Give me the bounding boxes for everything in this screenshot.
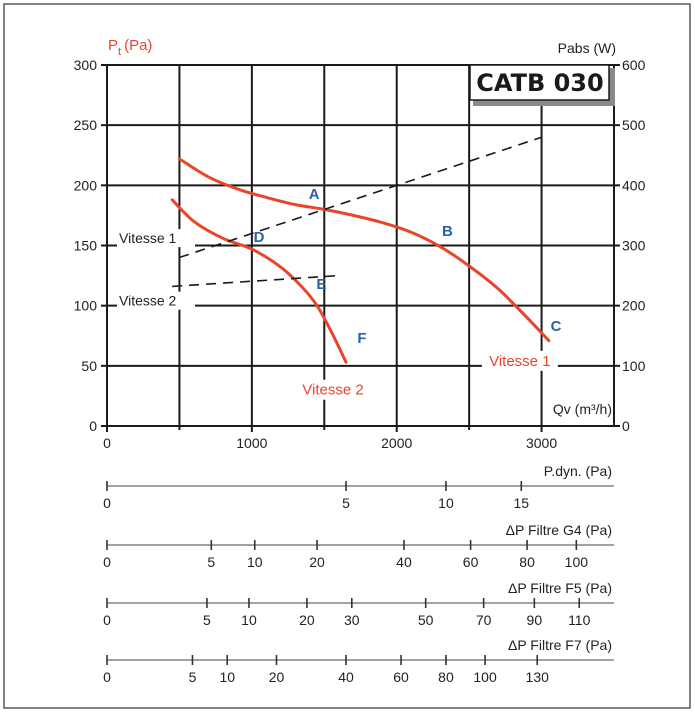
secondary-scale-title: ΔP Filtre F5 (Pa) bbox=[508, 580, 612, 596]
left-tick-label: 200 bbox=[74, 177, 98, 193]
secondary-scale-tick-label: 10 bbox=[438, 495, 454, 511]
x-tick-label: 1000 bbox=[236, 435, 267, 451]
left-tick-label: 0 bbox=[89, 418, 97, 434]
point-label: A bbox=[309, 186, 320, 203]
secondary-scale-title: ΔP Filtre G4 (Pa) bbox=[506, 522, 612, 538]
x-tick-label: 0 bbox=[103, 435, 111, 451]
secondary-scale-tick-label: 80 bbox=[519, 554, 535, 570]
curve-label-bg bbox=[481, 350, 558, 371]
curve-label: Vitesse 1 bbox=[489, 353, 550, 370]
secondary-scale-tick-label: 60 bbox=[393, 669, 409, 685]
secondary-scale-tick-label: 130 bbox=[526, 669, 550, 685]
outer-frame bbox=[3, 3, 691, 709]
curve-label: Vitesse 2 bbox=[302, 382, 363, 399]
right-tick-label: 300 bbox=[622, 238, 646, 254]
secondary-scale-tick-label: 90 bbox=[527, 612, 543, 628]
point-label: F bbox=[357, 330, 366, 347]
secondary-scale-tick-label: 5 bbox=[203, 612, 211, 628]
secondary-scale-tick-label: 5 bbox=[342, 495, 350, 511]
secondary-scale-tick-label: 0 bbox=[103, 554, 111, 570]
right-tick-label: 200 bbox=[622, 298, 646, 314]
secondary-scale-tick-label: 15 bbox=[514, 495, 530, 511]
point-label: E bbox=[316, 276, 326, 293]
x-tick-label: 2000 bbox=[381, 435, 412, 451]
left-label-bg bbox=[117, 291, 195, 310]
secondary-scale-tick-label: 10 bbox=[219, 669, 235, 685]
left-tick-label: 100 bbox=[74, 298, 98, 314]
title-badge: CATB 030 bbox=[469, 64, 615, 106]
secondary-scale-tick-label: 10 bbox=[241, 612, 257, 628]
x-axis-title: Qv (m³/h) bbox=[553, 401, 612, 417]
secondary-scale-tick-label: 0 bbox=[103, 669, 111, 685]
secondary-scale-tick-label: 5 bbox=[207, 554, 215, 570]
secondary-scale-tick-label: 0 bbox=[103, 612, 111, 628]
right-tick-label: 100 bbox=[622, 358, 646, 374]
secondary-scale-tick-label: 100 bbox=[473, 669, 497, 685]
point-label: D bbox=[254, 229, 265, 246]
right-tick-label: 600 bbox=[622, 57, 646, 73]
left-label-bg bbox=[117, 229, 195, 248]
secondary-scale-tick-label: 10 bbox=[247, 554, 263, 570]
curves bbox=[170, 136, 551, 364]
pressure-curve-2 bbox=[170, 198, 348, 364]
power-curve-2 bbox=[172, 274, 339, 288]
left-axis-title: Pt (Pa) bbox=[108, 37, 152, 58]
secondary-scale-title: ΔP Filtre F7 (Pa) bbox=[508, 637, 612, 653]
secondary-scale-tick-label: 20 bbox=[269, 669, 285, 685]
secondary-scale-tick-label: 5 bbox=[189, 669, 197, 685]
power-curve-1 bbox=[179, 136, 542, 259]
secondary-scale-tick-label: 20 bbox=[299, 612, 315, 628]
secondary-scale-tick-label: 100 bbox=[565, 554, 589, 570]
left-tick-label: 300 bbox=[74, 57, 98, 73]
secondary-scale-tick-label: 20 bbox=[309, 554, 325, 570]
secondary-scale-tick-label: 50 bbox=[418, 612, 434, 628]
point-label: C bbox=[551, 318, 562, 335]
chart-title: CATB 030 bbox=[476, 69, 603, 97]
left-label: Vitesse 1 bbox=[119, 230, 177, 246]
secondary-scale-tick-label: 0 bbox=[103, 495, 111, 511]
x-tick-label: 3000 bbox=[526, 435, 557, 451]
secondary-scale-tick-label: 40 bbox=[338, 669, 354, 685]
secondary-scale-tick-label: 70 bbox=[476, 612, 492, 628]
left-tick-label: 150 bbox=[74, 238, 98, 254]
secondary-scale-tick-label: 80 bbox=[438, 669, 454, 685]
left-label: Vitesse 2 bbox=[119, 293, 177, 309]
right-tick-label: 0 bbox=[622, 418, 630, 434]
left-tick-label: 250 bbox=[74, 117, 98, 133]
secondary-scale-tick-label: 30 bbox=[344, 612, 360, 628]
right-tick-label: 500 bbox=[622, 117, 646, 133]
pressure-curve-1 bbox=[177, 157, 551, 343]
point-label: B bbox=[442, 223, 453, 240]
curve-label-bg bbox=[294, 379, 371, 400]
labels: Vitesse 1 Vitesse 2 Vitesse 1 Vitesse 2 A B C D… bbox=[117, 186, 562, 400]
left-tick-label: 50 bbox=[81, 358, 97, 374]
secondary-scale-tick-label: 110 bbox=[568, 612, 591, 628]
secondary-scale-tick-label: 60 bbox=[463, 554, 479, 570]
secondary-scales: P.dyn. (Pa) 0 5 10 15 ΔP Filtre G4 (Pa) 0 5 10 20… bbox=[103, 463, 614, 685]
right-axis-title: Pabs (W) bbox=[558, 40, 616, 56]
secondary-scale-tick-label: 40 bbox=[396, 554, 412, 570]
right-tick-label: 400 bbox=[622, 177, 646, 193]
secondary-scale-title: P.dyn. (Pa) bbox=[544, 463, 612, 479]
